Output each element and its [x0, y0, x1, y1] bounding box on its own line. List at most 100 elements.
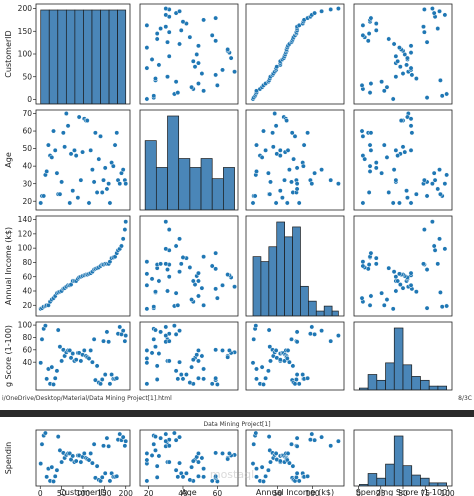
scatter-point: [359, 82, 365, 88]
x-tick-label: 200: [119, 489, 134, 496]
scatter-point: [373, 255, 379, 261]
scatter-point: [70, 453, 76, 459]
scatter-point: [444, 172, 450, 178]
scatter-point: [397, 282, 403, 288]
scatter-point: [178, 372, 184, 377]
scatter-point: [290, 363, 296, 369]
scatter-point: [319, 8, 325, 14]
scatter-point: [173, 79, 179, 85]
scatter-point: [225, 456, 231, 462]
row-label-customerid: CustomerID: [4, 30, 13, 77]
col-label-annual-income-k: Annual Income (k$): [256, 488, 334, 496]
scatter-point: [177, 359, 182, 365]
scatter-point: [106, 181, 112, 187]
cell-age-vs-age: [139, 109, 239, 211]
scatter-point: [284, 200, 290, 206]
scatter-point: [400, 71, 406, 76]
scatter-point: [366, 190, 372, 195]
scatter-point: [226, 347, 232, 353]
scatter-point: [214, 381, 220, 387]
scatter-point: [384, 154, 390, 160]
scatter-point: [63, 111, 69, 116]
x-tick-label: 50: [57, 489, 67, 496]
scatter-point: [144, 360, 150, 366]
scatter-point: [254, 474, 259, 480]
scatter-point: [435, 26, 441, 31]
scatter-point: [396, 200, 402, 206]
scatter-point: [421, 24, 426, 30]
scatter-point: [213, 38, 219, 44]
scatter-point: [39, 441, 45, 447]
scatter-point: [312, 170, 318, 176]
scatter-point: [424, 39, 430, 45]
scatter-point: [393, 177, 399, 183]
watermark-text: mostaql: [210, 468, 254, 481]
scatter-point: [284, 118, 290, 123]
col-label-spending-score-1-100: Spending Score (1-100): [356, 488, 451, 496]
hist-bar: [74, 9, 84, 104]
scatter-point: [173, 437, 179, 443]
scatter-point: [373, 165, 379, 171]
cell-customerid-vs-customerid: [35, 3, 131, 105]
scatter-point: [335, 181, 341, 187]
scatter-point: [177, 269, 182, 275]
scatter-point: [214, 295, 220, 301]
hist-bar: [367, 374, 378, 390]
scatter-point: [263, 473, 269, 479]
scatter-point: [39, 336, 45, 342]
scatter-point: [268, 179, 273, 185]
hist-bar: [108, 9, 118, 104]
scatter-point: [70, 351, 76, 356]
scatter-point: [386, 36, 392, 42]
scatter-point: [163, 24, 169, 30]
scatter-point: [183, 372, 189, 377]
cell-annual-income-k-vs-spending-score-1-100: [353, 215, 453, 317]
scatter-point: [44, 474, 50, 480]
scatter-point: [178, 27, 184, 33]
scatter-point: [73, 153, 79, 159]
cell-spending-score-1-100-vs-annual-income-k: [245, 429, 345, 487]
scatter-point: [166, 443, 172, 449]
scatter-point: [166, 338, 172, 344]
scatter-point: [393, 74, 399, 80]
scatter-point: [68, 151, 74, 157]
scatter-point: [158, 261, 164, 267]
scatter-point: [156, 351, 162, 356]
print-footer-path: i/OneDrive/Desktop/Material/Data Mining …: [2, 395, 172, 402]
hist-bar: [211, 178, 224, 210]
cell-content: [144, 430, 238, 484]
scatter-point: [60, 130, 66, 136]
y-tick-label: 140: [18, 215, 33, 224]
scatter-point: [421, 177, 427, 183]
scatter-point: [54, 368, 60, 374]
scatter-point: [52, 375, 58, 381]
scatter-point: [294, 339, 300, 345]
y-tick-label: 100: [18, 244, 33, 253]
hist-bar: [376, 477, 386, 486]
scatter-point: [54, 170, 60, 176]
scatter-point: [398, 118, 404, 123]
scatter-point: [158, 329, 164, 335]
scatter-point: [220, 347, 225, 353]
scatter-point: [390, 96, 396, 102]
cell-customerid-vs-spending-score-1-100: [353, 3, 453, 105]
scatter-point: [173, 331, 179, 337]
hist-bar: [65, 9, 76, 104]
scatter-point: [76, 114, 82, 120]
scatter-point: [437, 8, 442, 14]
scatter-point: [190, 278, 196, 284]
scatter-point: [266, 434, 272, 440]
scatter-point: [213, 250, 219, 256]
y-tick-label: 40: [22, 162, 32, 171]
scatter-point: [424, 95, 430, 101]
scatter-point: [270, 130, 276, 136]
scatter-point: [368, 81, 374, 86]
scatter-point: [144, 96, 150, 102]
x-tick-label: 60: [213, 489, 223, 496]
scatter-point: [88, 347, 94, 353]
scatter-point: [250, 360, 256, 366]
scatter-point: [432, 177, 438, 183]
scatter-point: [289, 336, 294, 342]
scatter-point: [59, 358, 65, 364]
scatter-point: [156, 278, 162, 284]
